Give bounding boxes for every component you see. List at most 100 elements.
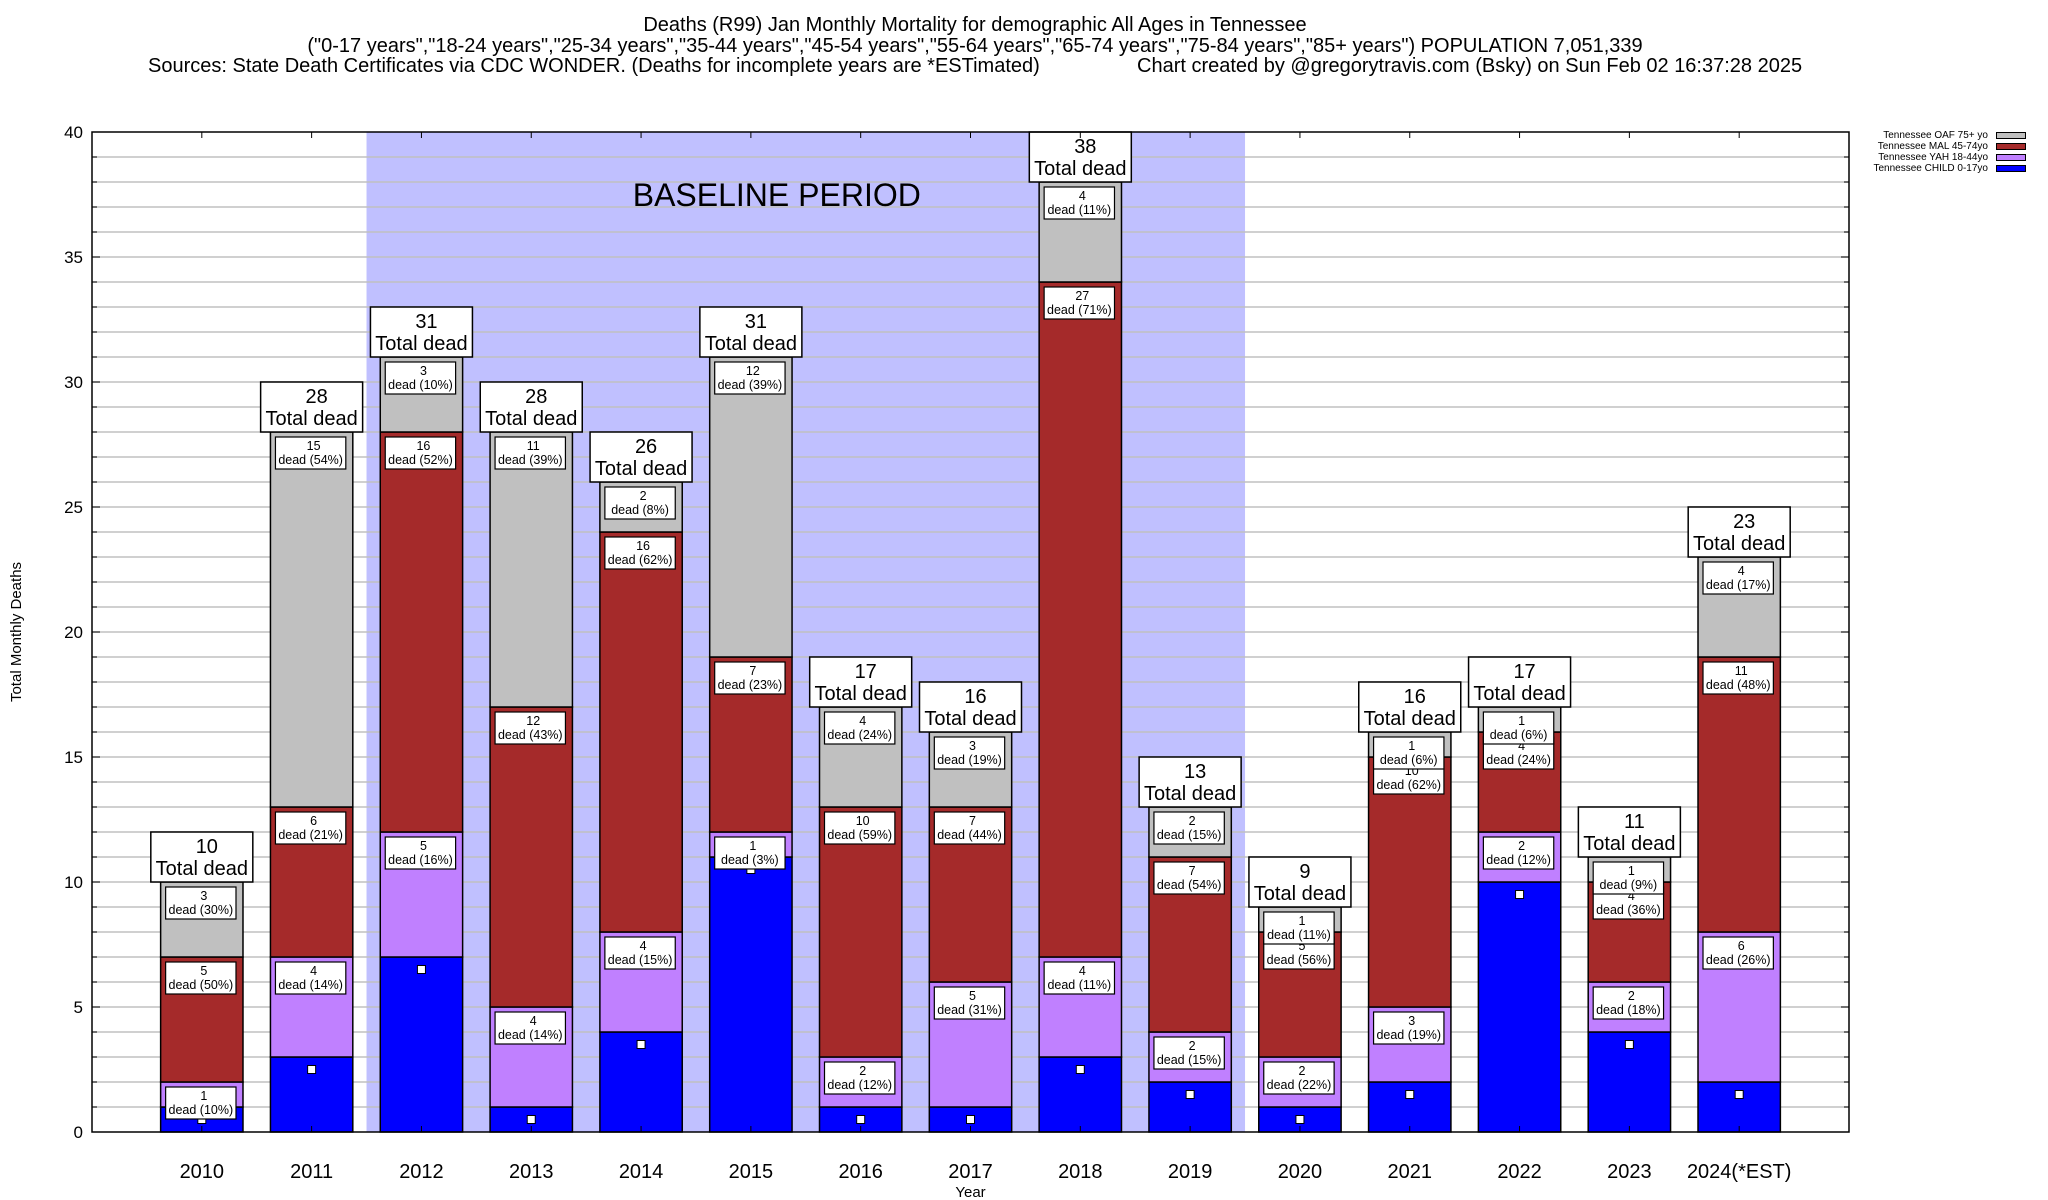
bar-segment-child bbox=[379, 956, 464, 1133]
segment-label-percent: dead (56%) bbox=[1267, 953, 1332, 967]
bar-segment-child bbox=[1697, 1081, 1782, 1133]
segment-label-percent: dead (19%) bbox=[1376, 1028, 1441, 1042]
child-marker bbox=[416, 965, 426, 974]
segment-label-box bbox=[1153, 1036, 1225, 1070]
legend-label: Tennessee OAF 75+ yo bbox=[1883, 130, 1988, 141]
legend-label: Tennessee YAH 18-44yo bbox=[1878, 152, 1988, 163]
segment-label-box bbox=[274, 961, 347, 995]
total-label-text: Total dead bbox=[375, 333, 467, 355]
segment-label-percent: dead (52%) bbox=[388, 453, 453, 467]
total-label-value: 16 bbox=[1404, 686, 1426, 708]
child-marker bbox=[1734, 1090, 1744, 1099]
segment-label-box bbox=[714, 661, 786, 695]
segment-label-value: 2 bbox=[1189, 814, 1196, 828]
y-tick-label: 25 bbox=[64, 498, 83, 517]
segment-label-value: 11 bbox=[1735, 664, 1748, 678]
child-marker bbox=[1295, 1115, 1305, 1124]
child-marker bbox=[1075, 1065, 1085, 1074]
bar-segment-oaf bbox=[708, 356, 793, 658]
segment-label-box bbox=[165, 961, 237, 995]
total-label-text: Total dead bbox=[1583, 833, 1675, 855]
segment-label-value: 3 bbox=[969, 739, 976, 753]
total-label-value: 13 bbox=[1184, 761, 1206, 783]
total-label-value: 16 bbox=[964, 686, 986, 708]
bar-segment-mal bbox=[1367, 756, 1452, 1008]
total-label-box bbox=[150, 831, 254, 883]
x-tick-label: 2011 bbox=[290, 1161, 333, 1183]
total-label-value: 17 bbox=[1513, 661, 1535, 683]
x-tick-label: 2016 bbox=[838, 1161, 883, 1183]
segment-label-value: 5 bbox=[200, 964, 207, 978]
child-marker bbox=[526, 1115, 536, 1124]
legend-swatch bbox=[1996, 143, 2026, 150]
segment-label-box bbox=[1153, 811, 1225, 845]
segment-label-box bbox=[823, 711, 896, 745]
segment-label-percent: dead (23%) bbox=[718, 678, 783, 692]
x-tick-label: 2017 bbox=[948, 1161, 993, 1183]
legend: Tennessee OAF 75+ yo Tennessee MAL 45-74… bbox=[1850, 130, 2040, 174]
segment-label-value: 1 bbox=[1298, 914, 1305, 928]
x-tick-label: 2020 bbox=[1278, 1161, 1323, 1183]
total-label-text: Total dead bbox=[924, 708, 1016, 730]
baseline-period-label: BASELINE PERIOD bbox=[633, 177, 921, 213]
segment-label-value: 4 bbox=[310, 964, 317, 978]
x-tick-label: 2012 bbox=[399, 1161, 444, 1183]
total-label-value: 9 bbox=[1299, 861, 1310, 883]
bar-segment-oaf bbox=[269, 431, 354, 808]
segment-label-box bbox=[1263, 1061, 1335, 1095]
segment-label-value: 1 bbox=[200, 1089, 207, 1103]
total-label-text: Total dead bbox=[595, 458, 687, 480]
bar-segment-mal bbox=[599, 531, 683, 933]
segment-label-box bbox=[823, 1061, 896, 1095]
legend-item-child: Tennessee CHILD 0-17yo bbox=[1850, 163, 2040, 174]
x-tick-label: 2023 bbox=[1607, 1161, 1652, 1183]
segment-label-percent: dead (54%) bbox=[1157, 878, 1222, 892]
child-marker bbox=[636, 1040, 646, 1049]
segment-label-percent: dead (16%) bbox=[388, 853, 453, 867]
segment-label-percent: dead (36%) bbox=[1596, 903, 1661, 917]
y-tick-label: 40 bbox=[64, 123, 83, 142]
segment-label-percent: dead (15%) bbox=[1157, 828, 1222, 842]
bar-segment-mal bbox=[1697, 656, 1782, 933]
segment-label-box bbox=[1482, 836, 1555, 870]
total-label-box bbox=[259, 381, 364, 433]
total-label-box bbox=[479, 381, 583, 433]
segment-label-percent: dead (14%) bbox=[278, 978, 343, 992]
segment-label-box bbox=[604, 936, 676, 970]
segment-label-percent: dead (30%) bbox=[169, 903, 234, 917]
total-label-text: Total dead bbox=[485, 408, 577, 430]
legend-swatch bbox=[1996, 132, 2026, 139]
segment-label-box bbox=[933, 811, 1006, 845]
child-marker bbox=[1515, 890, 1525, 899]
bar-segment-oaf bbox=[489, 431, 574, 708]
segment-label-percent: dead (71%) bbox=[1047, 303, 1112, 317]
total-label-box bbox=[1248, 856, 1352, 908]
total-label-box bbox=[1687, 506, 1791, 558]
total-label-box bbox=[1138, 756, 1242, 808]
bar-segment-mal bbox=[489, 706, 574, 1008]
segment-label-box bbox=[1482, 711, 1555, 745]
total-label-value: 31 bbox=[745, 311, 767, 333]
segment-label-box bbox=[714, 836, 786, 870]
segment-label-percent: dead (48%) bbox=[1706, 678, 1771, 692]
segment-label-value: 3 bbox=[1408, 1014, 1415, 1028]
total-label-box bbox=[589, 431, 693, 483]
segment-label-box bbox=[274, 811, 347, 845]
segment-label-percent: dead (14%) bbox=[498, 1028, 563, 1042]
segment-label-percent: dead (12%) bbox=[827, 1078, 892, 1092]
bar-segment-mal bbox=[818, 806, 903, 1058]
segment-label-value: 16 bbox=[416, 439, 430, 453]
segment-label-percent: dead (62%) bbox=[1376, 778, 1441, 792]
total-label-box bbox=[1577, 806, 1682, 858]
segment-label-box bbox=[384, 361, 457, 395]
segment-label-percent: dead (6%) bbox=[1380, 753, 1438, 767]
segment-label-value: 12 bbox=[746, 364, 760, 378]
total-label-value: 31 bbox=[415, 311, 437, 333]
x-tick-label: 2014 bbox=[619, 1161, 664, 1183]
segment-label-value: 3 bbox=[420, 364, 427, 378]
segment-label-value: 6 bbox=[310, 814, 317, 828]
total-label-text: Total dead bbox=[1144, 783, 1236, 805]
segment-label-value: 2 bbox=[859, 1064, 866, 1078]
total-label-box bbox=[369, 306, 474, 358]
segment-label-value: 1 bbox=[1408, 739, 1415, 753]
